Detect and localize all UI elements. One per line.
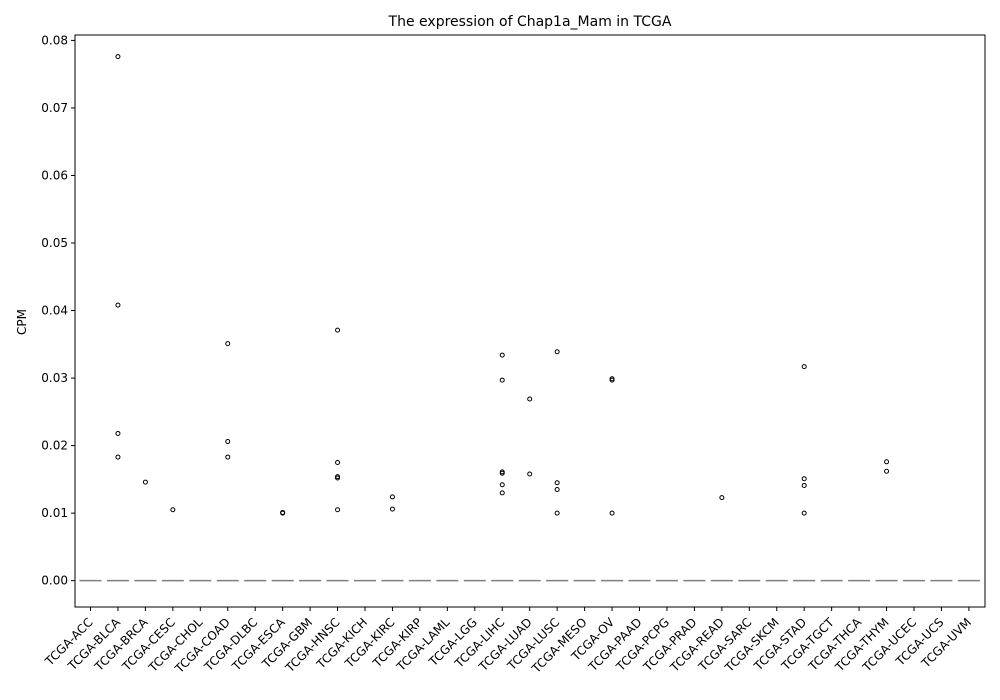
outlier-point — [609, 377, 615, 383]
outlier-point — [115, 454, 121, 460]
plot-frame — [74, 34, 986, 608]
y-tick-label: 0.03 — [41, 371, 68, 385]
outlier-point — [335, 459, 341, 465]
outlier-point — [335, 327, 341, 333]
y-tick-label: 0.08 — [41, 33, 68, 47]
outlier-point — [389, 494, 395, 500]
y-tick-label: 0.01 — [41, 506, 68, 520]
outlier-point — [801, 510, 807, 516]
outlier-point — [499, 470, 505, 476]
outlier-point — [884, 459, 890, 465]
outlier-point — [225, 341, 231, 347]
outlier-point — [554, 480, 560, 486]
y-tick-label: 0.06 — [41, 168, 68, 182]
plot-area — [79, 54, 980, 582]
outlier-point — [527, 396, 533, 402]
outlier-point — [554, 486, 560, 492]
y-axis-label: CPM — [15, 309, 29, 335]
outlier-point — [115, 302, 121, 308]
y-tick-label: 0.00 — [41, 574, 68, 588]
outlier-point — [170, 507, 176, 513]
outlier-point — [884, 468, 890, 474]
outlier-point — [335, 507, 341, 513]
outlier-point — [609, 510, 615, 516]
chart-title: The expression of Chap1a_Mam in TCGA — [388, 14, 672, 30]
outlier-point — [499, 352, 505, 358]
outlier-point — [801, 364, 807, 370]
outlier-point — [554, 349, 560, 355]
outlier-point — [499, 377, 505, 383]
outlier-point — [554, 510, 560, 516]
y-tick-label: 0.02 — [41, 439, 68, 453]
outlier-point — [719, 495, 725, 501]
outlier-point — [115, 430, 121, 436]
x-axis: TCGA-ACCTCGA-BLCATCGA-BRCATCGA-CESCTCGA-… — [42, 607, 974, 676]
y-axis: 0.00 0.01 0.02 0.03 0.04 0.05 0.06 0.07 0.08 — [41, 33, 75, 588]
y-tick-label: 0.05 — [41, 236, 68, 250]
outlier-point — [499, 490, 505, 496]
outlier-point — [801, 476, 807, 482]
outlier-point — [527, 471, 533, 477]
y-tick-label: 0.07 — [41, 101, 68, 115]
outlier-point — [225, 454, 231, 460]
outlier-point — [115, 54, 121, 60]
outlier-point — [389, 506, 395, 512]
outlier-point — [280, 510, 286, 516]
outlier-point — [335, 475, 341, 481]
outlier-point — [801, 482, 807, 488]
outlier-point — [499, 482, 505, 488]
y-tick-label: 0.04 — [41, 304, 68, 318]
outlier-point — [142, 479, 148, 485]
outlier-point — [225, 439, 231, 445]
